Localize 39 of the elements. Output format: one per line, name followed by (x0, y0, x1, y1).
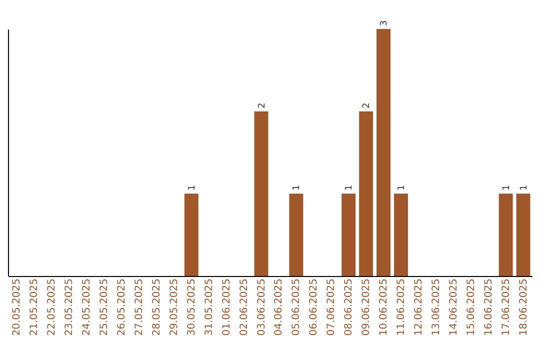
x-tick-label: 01.06.2025 (221, 278, 232, 336)
data-label: 1 (344, 184, 355, 191)
data-label: 3 (380, 20, 390, 26)
x-tick-label: 04.06.2025 (274, 278, 285, 336)
x-tick-label: 13.06.2025 (430, 278, 442, 336)
x-tick-label: 18.06.2025 (518, 278, 530, 336)
x-tick-label: 17.06.2025 (500, 278, 512, 336)
x-tick-label: 30.05.2025 (186, 278, 198, 336)
x-tick-label: 27.05.2025 (134, 278, 145, 336)
x-tick-label: 06.06.2025 (308, 278, 320, 336)
x-tick-label: 12.06.2025 (413, 278, 424, 336)
x-tick-label: 31.05.2025 (204, 278, 215, 336)
x-tick-label: 08.06.2025 (344, 278, 355, 336)
data-label: 2 (257, 102, 268, 108)
data-label: 1 (187, 184, 198, 191)
x-tick-label: 29.05.2025 (168, 278, 180, 336)
x-tick-label: 20.05.2025 (12, 278, 23, 336)
x-tick-label: 07.06.2025 (326, 278, 338, 336)
data-label: 1 (292, 184, 302, 191)
data-label: 2 (362, 102, 372, 108)
x-tick-label: 21.05.2025 (29, 278, 40, 336)
x-tick-label: 16.06.2025 (483, 278, 494, 336)
data-label: 1 (502, 184, 512, 191)
data-label: 1 (397, 184, 407, 191)
data-label: 1 (519, 184, 530, 191)
x-tick-label: 24.05.2025 (82, 278, 93, 336)
x-tick-label: 22.05.2025 (46, 278, 58, 336)
x-tick-label: 23.05.2025 (64, 278, 76, 336)
x-tick-label: 14.06.2025 (448, 278, 460, 336)
x-tick-label: 11.06.2025 (396, 278, 407, 336)
x-tick-label: 09.06.2025 (361, 278, 372, 336)
x-tick-label: 25.05.2025 (99, 278, 110, 336)
x-tick-label: 03.06.2025 (256, 278, 268, 336)
x-tick-label: 05.06.2025 (291, 278, 302, 336)
x-tick-label: 26.05.2025 (116, 278, 128, 336)
x-tick-label: 10.06.2025 (378, 278, 390, 336)
x-tick-label: 15.06.2025 (466, 278, 477, 336)
x-tick-label: 02.06.2025 (238, 278, 250, 336)
x-tick-label: 28.05.2025 (151, 278, 162, 336)
